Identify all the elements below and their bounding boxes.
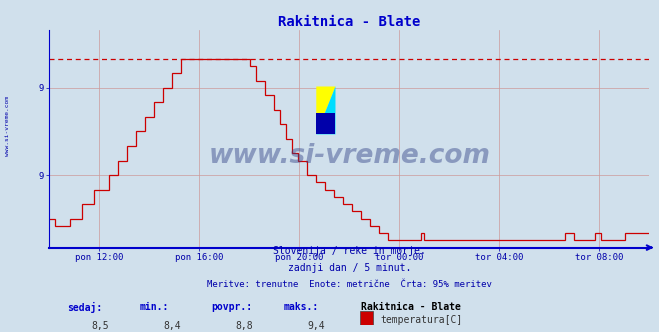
Text: www.si-vreme.com: www.si-vreme.com — [5, 96, 11, 156]
Text: min.:: min.: — [140, 302, 169, 312]
Text: Rakitnica - Blate: Rakitnica - Blate — [361, 302, 461, 312]
Title: Rakitnica - Blate: Rakitnica - Blate — [278, 15, 420, 29]
Text: zadnji dan / 5 minut.: zadnji dan / 5 minut. — [287, 263, 411, 273]
Text: temperatura[C]: temperatura[C] — [380, 315, 463, 325]
Text: Slovenija / reke in morje.: Slovenija / reke in morje. — [273, 246, 426, 256]
Text: povpr.:: povpr.: — [212, 302, 252, 312]
Text: 8,5: 8,5 — [92, 321, 109, 331]
Text: 8,4: 8,4 — [163, 321, 181, 331]
Polygon shape — [316, 87, 335, 134]
Text: 9,4: 9,4 — [308, 321, 325, 331]
Polygon shape — [316, 87, 335, 134]
Text: sedaj:: sedaj: — [67, 302, 103, 313]
Text: www.si-vreme.com: www.si-vreme.com — [208, 143, 490, 169]
Text: maks.:: maks.: — [283, 302, 318, 312]
Bar — [360, 311, 373, 325]
Text: Meritve: trenutne  Enote: metrične  Črta: 95% meritev: Meritve: trenutne Enote: metrične Črta: … — [207, 280, 492, 289]
Text: 8,8: 8,8 — [235, 321, 253, 331]
Bar — [316, 113, 335, 134]
